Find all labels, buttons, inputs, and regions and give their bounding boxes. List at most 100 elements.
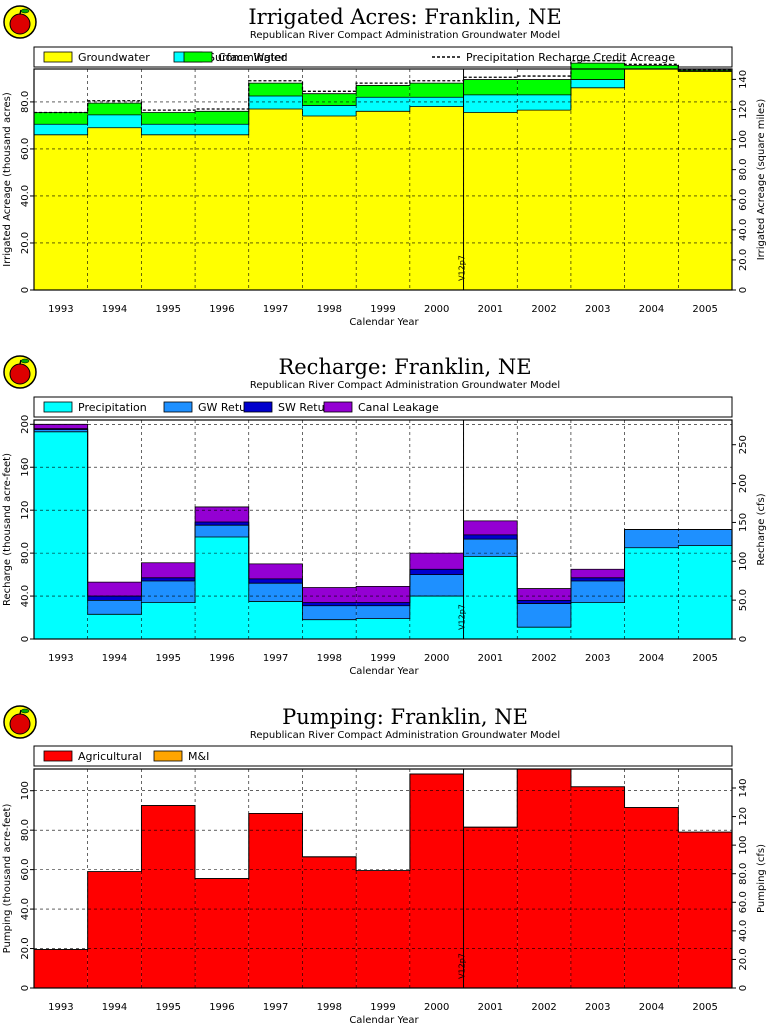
legend-swatch xyxy=(183,51,213,63)
y-tick-label: 80.0 xyxy=(20,542,31,564)
y-right-tick-label: 60.0 xyxy=(738,891,749,913)
bar-segment xyxy=(141,562,196,578)
bar-segment xyxy=(517,600,571,604)
bar-segment xyxy=(141,577,196,582)
y-tick-label: 0 xyxy=(20,287,31,293)
x-tick-label: 1995 xyxy=(156,653,181,664)
y-right-tick-label: 50.0 xyxy=(738,589,749,611)
bar-segment xyxy=(195,537,249,639)
y-right-tick-label: 100 xyxy=(738,552,749,571)
bar-segment xyxy=(356,870,410,988)
bar-segment xyxy=(463,112,518,290)
bar-segment xyxy=(409,106,464,290)
bar-segment xyxy=(356,586,410,603)
x-tick-label: 2004 xyxy=(639,1002,664,1013)
version-annotation: V12p7 xyxy=(458,255,467,281)
plot-frame xyxy=(33,768,733,989)
x-tick-label: 1995 xyxy=(156,1002,181,1013)
bar-segment xyxy=(356,618,410,639)
precip-credit-line xyxy=(34,60,732,114)
x-tick-label: 2000 xyxy=(424,304,449,315)
y-tick-label: 40.0 xyxy=(20,898,31,920)
x-tick-label: 2000 xyxy=(424,653,449,664)
bar-segment xyxy=(624,69,679,290)
series-outline xyxy=(34,431,732,628)
y-tick-label: 40.0 xyxy=(20,585,31,607)
bar-segment xyxy=(570,63,625,80)
y-right-axis-label: Recharge (cfs) xyxy=(756,493,767,565)
y-right-tick-label: 20.0 xyxy=(738,249,749,271)
bar-segment xyxy=(195,124,249,135)
y-tick-label: 120 xyxy=(20,501,31,520)
x-tick-label: 1997 xyxy=(263,653,288,664)
bar-segment xyxy=(302,605,357,620)
y-right-tick-label: 40.0 xyxy=(738,920,749,942)
x-tick-label: 2005 xyxy=(692,304,717,315)
y-right-tick-label: 0 xyxy=(738,985,749,991)
y-right-tick-label: 140 xyxy=(738,70,749,89)
legend-label: Commingled xyxy=(218,51,288,64)
apple-icon xyxy=(9,13,31,35)
bar-segment xyxy=(409,773,464,988)
chart-subtitle: Republican River Compact Administration … xyxy=(250,730,560,741)
y-right-tick-label: 0 xyxy=(738,636,749,642)
y-right-tick-label: 80.0 xyxy=(738,159,749,181)
legend-label: Canal Leakage xyxy=(358,401,439,414)
bar-segment xyxy=(195,134,249,290)
x-tick-label: 1999 xyxy=(370,653,395,664)
y-axis-label: Pumping (thousand acre-feet) xyxy=(2,804,13,954)
chart-title: Pumping: Franklin, NE xyxy=(282,705,528,729)
legend-swatch xyxy=(153,750,183,762)
chart-subtitle: Republican River Compact Administration … xyxy=(250,380,560,391)
bar-segment xyxy=(624,529,679,548)
version-annotation: V12p7 xyxy=(458,953,467,979)
legend-swatch xyxy=(43,51,73,63)
x-axis-label: Calendar Year xyxy=(349,666,419,677)
version-annotation: V12p7 xyxy=(458,604,467,630)
x-tick-label: 1999 xyxy=(370,1002,395,1013)
y-right-tick-label: 140 xyxy=(738,778,749,797)
bar-segment xyxy=(463,539,518,557)
x-tick-label: 1994 xyxy=(102,1002,127,1013)
y-right-tick-label: 150 xyxy=(738,513,749,532)
x-tick-label: 2003 xyxy=(585,653,610,664)
x-tick-label: 1998 xyxy=(317,304,342,315)
bar-segment xyxy=(570,602,625,639)
bar-segment xyxy=(409,596,464,639)
bar-segment xyxy=(517,110,571,290)
bar-segment xyxy=(624,65,679,69)
bar-segment xyxy=(195,521,249,526)
x-tick-label: 2001 xyxy=(478,304,503,315)
chart-panel-1: Irrigated Acres: Franklin, NERepublican … xyxy=(2,5,767,328)
x-tick-label: 1997 xyxy=(263,1002,288,1013)
x-tick-label: 2000 xyxy=(424,1002,449,1013)
y-tick-label: 0 xyxy=(20,985,31,991)
legend-label: M&I xyxy=(188,750,209,763)
bar-segment xyxy=(34,134,88,290)
bar-segment xyxy=(678,832,732,988)
apple-leaf xyxy=(20,358,30,364)
x-tick-label: 2005 xyxy=(692,653,717,664)
bar-segment xyxy=(248,578,303,584)
bar-segment xyxy=(302,105,357,117)
y-tick-label: 80.0 xyxy=(20,819,31,841)
x-tick-label: 2004 xyxy=(639,304,664,315)
bar-segment xyxy=(87,871,142,988)
y-tick-label: 160 xyxy=(20,458,31,477)
y-right-tick-label: 120 xyxy=(738,807,749,826)
y-right-axis-label: Irrigated Acreage (square miles) xyxy=(756,99,767,261)
bar-segment xyxy=(409,83,464,98)
bar-segment xyxy=(34,429,88,432)
bar-segment xyxy=(302,587,357,603)
bar-segment xyxy=(570,87,625,291)
y-axis-label: Recharge (thousand acre-feet) xyxy=(2,453,13,606)
legend-label: Surface Water xyxy=(208,51,286,64)
bar-segment xyxy=(409,574,464,597)
bar-segment xyxy=(87,582,142,597)
y-tick-label: 200 xyxy=(20,415,31,434)
series-outline xyxy=(34,423,732,589)
bar-segment xyxy=(34,428,88,430)
